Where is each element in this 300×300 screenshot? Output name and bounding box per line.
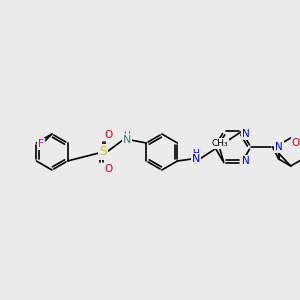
Text: N: N: [242, 129, 250, 140]
Text: H: H: [124, 130, 130, 140]
Text: N: N: [242, 156, 250, 166]
Text: O: O: [292, 138, 300, 148]
Text: O: O: [105, 164, 113, 174]
Text: O: O: [105, 130, 113, 140]
Text: S: S: [99, 146, 106, 158]
Text: CH₃: CH₃: [212, 139, 228, 148]
Text: N: N: [192, 154, 200, 164]
Text: N: N: [123, 135, 131, 145]
Text: N: N: [275, 142, 283, 152]
Text: F: F: [38, 139, 44, 149]
Text: H: H: [192, 149, 199, 158]
